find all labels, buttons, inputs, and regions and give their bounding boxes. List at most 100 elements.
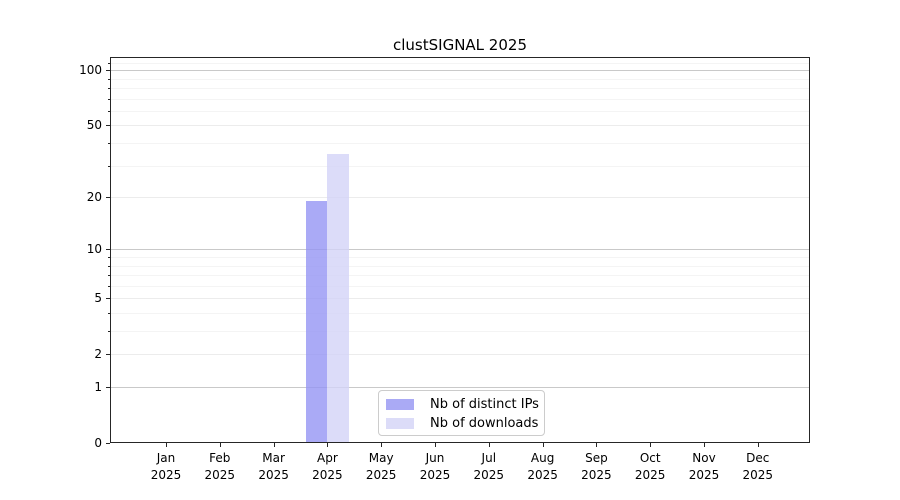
legend: Nb of distinct IPs Nb of downloads — [378, 390, 545, 436]
legend-swatch-distinct-ips — [386, 399, 414, 410]
y-minor-tick-mark — [108, 275, 110, 277]
y-minor-tick-mark — [108, 110, 110, 112]
y-tick-mark — [106, 443, 110, 444]
x-tick-label: Nov 2025 — [672, 450, 736, 484]
gridline-minor — [110, 110, 810, 112]
gridline-major — [110, 387, 810, 389]
gridline-major — [110, 249, 810, 251]
y-minor-tick-mark — [108, 165, 110, 167]
x-tick-year: 2025 — [634, 468, 666, 482]
x-tick-label: Apr 2025 — [295, 450, 359, 484]
y-minor-tick-mark — [108, 78, 110, 80]
x-tick-year: 2025 — [581, 468, 612, 482]
x-tick-mark — [596, 443, 598, 447]
x-tick-label: Jul 2025 — [457, 450, 521, 484]
gridline-minor — [110, 165, 810, 167]
x-tick-mark — [381, 443, 383, 447]
gridline-minor — [110, 265, 810, 267]
gridline-major — [110, 298, 810, 300]
y-minor-tick-mark — [108, 143, 110, 145]
x-tick-label: Oct 2025 — [618, 450, 682, 484]
y-minor-tick-mark — [108, 62, 110, 64]
x-tick-year: 2025 — [473, 468, 505, 482]
y-minor-tick-mark — [108, 88, 110, 90]
y-tick-mark — [106, 197, 110, 199]
y-tick-label: 1 — [94, 380, 102, 395]
x-tick-mark — [166, 443, 167, 447]
x-tick-label: Sep 2025 — [564, 450, 628, 484]
x-tick-month: Dec — [746, 451, 770, 465]
x-tick-month: Mar — [262, 451, 285, 465]
x-tick-label: Mar 2025 — [242, 450, 306, 484]
y-tick-label: 10 — [86, 242, 102, 257]
y-minor-tick-mark — [108, 257, 110, 259]
x-tick-mark — [488, 443, 490, 447]
x-tick-year: 2025 — [258, 468, 289, 482]
x-tick-month: May — [368, 451, 394, 465]
x-tick-year: 2025 — [742, 468, 774, 482]
x-tick-month: Sep — [585, 451, 608, 465]
gridline-major — [110, 70, 810, 72]
x-tick-mark — [704, 443, 705, 447]
y-minor-tick-mark — [108, 265, 110, 267]
y-tick-label: 20 — [86, 190, 102, 205]
legend-label-downloads: Nb of downloads — [430, 416, 539, 431]
gridline-minor — [110, 143, 810, 145]
x-tick-month: Jan — [156, 451, 176, 465]
x-tick-month: Oct — [639, 451, 661, 465]
x-tick-label: May 2025 — [349, 450, 413, 484]
gridline-minor — [110, 257, 810, 259]
gridline-minor — [110, 313, 810, 314]
x-tick-year: 2025 — [419, 468, 451, 482]
y-tick-mark — [106, 354, 110, 356]
gridline-minor — [110, 98, 810, 100]
y-tick-mark — [106, 298, 110, 300]
bar-downloads — [327, 153, 349, 443]
y-minor-tick-mark — [108, 98, 110, 100]
y-tick-mark — [106, 70, 110, 72]
x-tick-year: 2025 — [204, 468, 236, 482]
x-tick-label: Jun 2025 — [403, 450, 467, 484]
x-tick-mark — [273, 443, 275, 447]
y-minor-tick-mark — [108, 313, 110, 314]
legend-item-distinct-ips: Nb of distinct IPs — [379, 395, 544, 414]
y-tick-label: 100 — [79, 63, 102, 78]
x-tick-mark — [757, 443, 759, 447]
x-tick-month: Jun — [425, 451, 445, 465]
y-tick-mark — [106, 249, 110, 251]
x-tick-year: 2025 — [150, 468, 182, 482]
plot-area — [110, 57, 810, 443]
gridline-minor — [110, 285, 810, 287]
y-tick-label: 5 — [94, 291, 102, 306]
legend-label-distinct-ips: Nb of distinct IPs — [430, 397, 539, 412]
y-tick-mark — [106, 387, 110, 389]
x-tick-year: 2025 — [312, 468, 343, 482]
y-minor-tick-mark — [108, 331, 110, 333]
x-tick-mark — [650, 443, 652, 447]
legend-item-downloads: Nb of downloads — [379, 414, 544, 433]
gridline-minor — [110, 331, 810, 333]
x-tick-year: 2025 — [365, 468, 397, 482]
gridline-major — [110, 197, 810, 199]
x-tick-label: Feb 2025 — [188, 450, 252, 484]
gridline-minor — [110, 62, 810, 64]
chart-title: clustSIGNAL 2025 — [393, 36, 527, 54]
bar-distinct-ips — [305, 201, 328, 443]
gridline-major — [110, 354, 810, 356]
gridline-major — [110, 125, 810, 127]
x-tick-month: Feb — [209, 451, 231, 465]
x-tick-month: Nov — [692, 451, 716, 465]
y-tick-mark — [106, 125, 110, 127]
x-tick-mark — [219, 443, 221, 447]
x-tick-label: Jan 2025 — [134, 450, 198, 484]
legend-swatch-downloads — [386, 418, 414, 429]
y-tick-label: 2 — [94, 347, 102, 362]
x-tick-mark — [327, 443, 329, 447]
x-tick-month: Apr — [317, 451, 338, 465]
gridline-minor — [110, 275, 810, 277]
x-tick-year: 2025 — [527, 468, 558, 482]
x-tick-year: 2025 — [688, 468, 720, 482]
y-tick-label: 0 — [94, 436, 102, 450]
x-tick-label: Dec 2025 — [726, 450, 790, 484]
